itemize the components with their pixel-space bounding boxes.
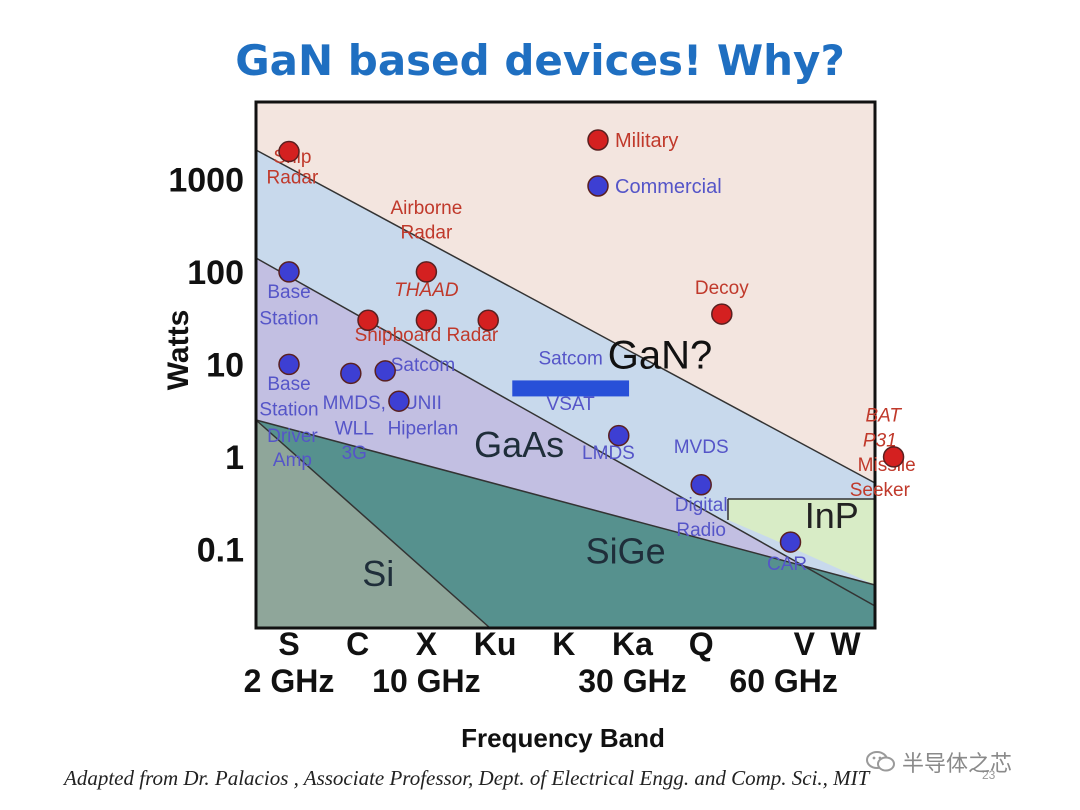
y-tick-label: 1 xyxy=(225,439,244,477)
military-point xyxy=(415,309,438,332)
annotation-label: UNII xyxy=(404,393,442,414)
region-label-si: Si xyxy=(362,553,394,594)
annotation-label: Radar xyxy=(401,222,453,243)
region-label-gan: GaN? xyxy=(608,334,713,378)
legend-marker-commercial xyxy=(587,175,609,197)
annotation-label: CAR xyxy=(767,554,807,575)
x-band-label: Ku xyxy=(474,626,517,662)
y-tick-label: 0.1 xyxy=(197,531,244,569)
x-band-label: S xyxy=(278,626,299,662)
annotation-label: Decoy xyxy=(695,278,749,299)
annotation-label: Station xyxy=(259,308,318,329)
x-frequency-label: 2 GHz xyxy=(244,663,335,699)
annotation-label: Base xyxy=(267,282,310,303)
y-tick-label: 1000 xyxy=(168,161,244,199)
annotation-label: Amp xyxy=(273,450,312,471)
watermark-text: 半导体之芯 xyxy=(902,751,1013,776)
annotation-label: Radar xyxy=(267,168,319,189)
commercial-point xyxy=(278,353,300,376)
annotation-label: 3G xyxy=(342,443,367,464)
commercial-point xyxy=(608,424,630,447)
military-point xyxy=(278,140,300,163)
page-number: 23 xyxy=(982,768,996,782)
annotation-label: THAAD xyxy=(394,280,459,301)
annotation-label: WLL xyxy=(335,418,374,439)
x-band-label: C xyxy=(346,626,369,662)
annotation-label: Shipboard Radar xyxy=(355,325,499,346)
plot-frame xyxy=(254,100,877,630)
region-label-gaas: GaAs xyxy=(474,424,564,465)
annotation-label: Hiperlan xyxy=(388,418,459,439)
y-tick-label: 100 xyxy=(187,254,244,292)
x-axis-label: Frequency Band xyxy=(461,723,665,753)
annotation-label: Satcom xyxy=(391,355,455,376)
annotation-label: Airborne xyxy=(390,198,462,219)
annotation-label: Satcom xyxy=(538,348,602,369)
annotation-label: Radio xyxy=(676,520,726,541)
region-boundary-line xyxy=(255,419,491,629)
military-point xyxy=(415,261,438,283)
slide-title: GaN based devices! Why? xyxy=(235,36,845,85)
military-point xyxy=(711,303,733,325)
region-boundary-line xyxy=(255,419,876,586)
x-frequency-label: 60 GHz xyxy=(729,663,837,699)
commercial-point xyxy=(388,390,410,412)
annotation-label: LMDS xyxy=(582,443,635,464)
y-axis-label: Watts xyxy=(162,310,195,391)
annotation-label: Base xyxy=(267,374,310,395)
x-frequency-label: 30 GHz xyxy=(578,663,686,699)
x-band-label: Ka xyxy=(612,626,653,662)
y-tick-label: 10 xyxy=(206,346,244,384)
military-point xyxy=(357,309,379,332)
commercial-point xyxy=(278,261,300,283)
source-caption-text: Adapted from Dr. Palacios , Associate Pr… xyxy=(64,766,870,790)
wechat-icon xyxy=(866,751,895,772)
legend-marker-military xyxy=(587,129,609,151)
annotation-label: Driver xyxy=(267,426,318,447)
x-band-label: W xyxy=(830,626,861,662)
watermark: 半导体之芯 xyxy=(866,746,1012,778)
region-label-sige: SiGe xyxy=(586,531,666,572)
chart-legend: Military Commercial xyxy=(587,129,722,198)
x-band-label: Q xyxy=(689,626,714,662)
military-point xyxy=(477,309,499,332)
axis-layer: 1000 100 10 1 0.1 Watts S C X Ku K Ka Q V W 2 GHz 10 GHz… xyxy=(162,161,861,753)
x-frequency-label: 10 GHz xyxy=(372,663,480,699)
legend-label-military: Military xyxy=(615,130,678,152)
annotation-label: BAT xyxy=(865,406,902,427)
x-band-label: X xyxy=(416,626,438,662)
point-layer xyxy=(278,140,905,553)
annotation-label: VSAT xyxy=(547,394,596,415)
commercial-point xyxy=(340,362,362,385)
region-boundary-line xyxy=(255,149,876,484)
region-label-inp: InP xyxy=(805,495,859,536)
annotation-label: Digital xyxy=(675,495,728,516)
annotation-label: Seeker xyxy=(850,480,911,501)
region-inp xyxy=(728,499,875,585)
x-band-label: K xyxy=(552,626,575,662)
label-layer: GaN?GaAsSiGeSiInPShipRadarAirborneRadarT… xyxy=(259,129,916,594)
x-band-label: V xyxy=(794,626,816,662)
annotation-label: Station xyxy=(259,400,318,421)
annotation-label: P31 xyxy=(863,430,897,451)
annotation-label: MVDS xyxy=(674,437,729,458)
commercial-point xyxy=(779,531,802,553)
commercial-point xyxy=(690,473,712,496)
satcom-vsat-bar xyxy=(512,380,630,397)
annotation-label: MMDS, xyxy=(323,393,386,414)
commercial-point xyxy=(374,360,396,382)
source-caption: Adapted from Dr. Palacios , Associate Pr… xyxy=(64,766,869,791)
legend-label-commercial: Commercial xyxy=(615,176,722,198)
military-point xyxy=(882,446,905,468)
